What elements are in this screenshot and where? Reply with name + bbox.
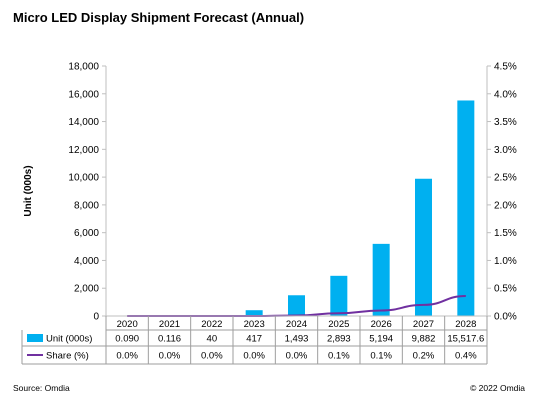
data-label-units: 417 — [246, 334, 262, 345]
x-tick-label: 2021 — [159, 319, 180, 330]
legend-swatch-units — [27, 334, 43, 342]
data-label-units: 0.116 — [158, 334, 181, 345]
y-axis-label: Unit (000s) — [23, 165, 34, 216]
bar-2024 — [288, 295, 305, 316]
y2-tick-label: 1.0% — [494, 256, 517, 267]
data-label-share: 0.4% — [455, 351, 477, 362]
y-tick-label: 16,000 — [68, 89, 99, 100]
data-label-share: 0.0% — [243, 351, 265, 362]
y2-tick-label: 2.5% — [494, 173, 517, 184]
source-note: Source: Omdia — [13, 383, 70, 393]
data-label-units: 15,517.6 — [447, 334, 484, 345]
bar-2027 — [415, 178, 432, 316]
legend-label-units: Unit (000s) — [46, 334, 92, 345]
y-tick-label: 14,000 — [68, 117, 99, 128]
data-label-share: 0.2% — [413, 351, 435, 362]
legend-label-share: Share (%) — [46, 351, 89, 362]
x-tick-label: 2024 — [286, 319, 307, 330]
y2-tick-label: 3.5% — [494, 117, 517, 128]
copyright-note: © 2022 Omdia — [470, 383, 525, 393]
y-tick-label: 6,000 — [74, 228, 99, 239]
bar-2025 — [330, 275, 348, 316]
data-label-units: 0.090 — [115, 334, 139, 345]
x-tick-label: 2026 — [371, 319, 392, 330]
y-tick-label: 2,000 — [74, 284, 99, 295]
data-label-share: 0.1% — [370, 351, 392, 362]
data-label-units: 2,893 — [327, 334, 351, 345]
data-label-share: 0.1% — [328, 351, 350, 362]
y-tick-label: 12,000 — [68, 145, 99, 156]
x-tick-label: 2022 — [201, 319, 222, 330]
y2-tick-label: 1.5% — [494, 228, 517, 239]
bar-2028 — [457, 100, 475, 316]
y-tick-label: 18,000 — [68, 62, 99, 73]
y2-tick-label: 3.0% — [494, 145, 517, 156]
x-tick-label: 2028 — [455, 319, 476, 330]
chart-title: Micro LED Display Shipment Forecast (Ann… — [13, 10, 305, 25]
data-label-units: 1,493 — [285, 334, 309, 345]
data-label-units: 40 — [207, 334, 218, 345]
y-tick-label: 10,000 — [68, 173, 99, 184]
y2-tick-label: 2.0% — [494, 200, 517, 211]
data-label-share: 0.0% — [286, 351, 308, 362]
x-tick-label: 2027 — [413, 319, 434, 330]
y2-tick-label: 0.5% — [494, 284, 517, 295]
x-tick-label: 2020 — [117, 319, 138, 330]
data-label-share: 0.0% — [159, 351, 181, 362]
y-tick-label: 4,000 — [74, 256, 99, 267]
y2-tick-label: 4.0% — [494, 89, 517, 100]
bar-2026 — [372, 243, 390, 316]
x-tick-label: 2025 — [328, 319, 349, 330]
y2-tick-label: 4.5% — [494, 62, 517, 73]
bar-2023 — [245, 310, 263, 316]
x-tick-label: 2023 — [244, 319, 265, 330]
y-tick-label: 8,000 — [74, 200, 99, 211]
y-tick-label: 0 — [93, 312, 99, 323]
y2-tick-label: 0.0% — [494, 312, 517, 323]
data-label-share: 0.0% — [116, 351, 138, 362]
data-label-units: 5,194 — [369, 334, 393, 345]
data-label-share: 0.0% — [201, 351, 223, 362]
data-label-units: 9,882 — [412, 334, 436, 345]
